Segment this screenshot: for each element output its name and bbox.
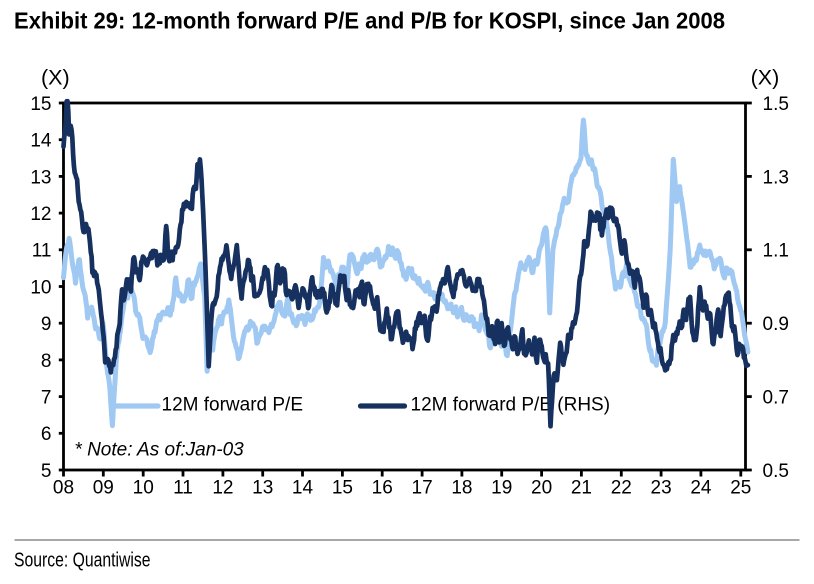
- svg-text:0.5: 0.5: [763, 461, 789, 482]
- svg-text:(X): (X): [751, 66, 780, 90]
- svg-text:10: 10: [133, 477, 154, 498]
- svg-text:Exhibit 29: 12-month forward P: Exhibit 29: 12-month forward P/E and P/B…: [14, 8, 725, 34]
- svg-text:6: 6: [41, 424, 52, 445]
- svg-text:24: 24: [690, 477, 712, 498]
- svg-text:16: 16: [372, 477, 393, 498]
- svg-text:09: 09: [93, 477, 114, 498]
- svg-text:22: 22: [611, 477, 632, 498]
- svg-text:20: 20: [531, 477, 552, 498]
- svg-text:12: 12: [30, 204, 51, 225]
- svg-text:0.7: 0.7: [763, 388, 789, 409]
- svg-text:14: 14: [292, 477, 314, 498]
- svg-text:Source: Quantiwise: Source: Quantiwise: [14, 550, 151, 572]
- svg-text:13: 13: [30, 167, 51, 188]
- svg-text:0.9: 0.9: [763, 314, 789, 335]
- svg-text:18: 18: [451, 477, 472, 498]
- svg-text:* Note: As of:Jan-03: * Note: As of:Jan-03: [74, 440, 244, 461]
- svg-text:5: 5: [41, 461, 52, 482]
- svg-text:21: 21: [571, 477, 592, 498]
- svg-text:15: 15: [332, 477, 353, 498]
- svg-text:13: 13: [252, 477, 273, 498]
- svg-text:7: 7: [41, 388, 52, 409]
- svg-text:15: 15: [30, 94, 51, 115]
- svg-text:12M forward P/E: 12M forward P/E: [162, 395, 304, 416]
- svg-text:9: 9: [41, 314, 52, 335]
- svg-text:25: 25: [730, 477, 751, 498]
- svg-text:1.3: 1.3: [763, 167, 789, 188]
- svg-text:12M forward P/B (RHS): 12M forward P/B (RHS): [411, 395, 611, 416]
- svg-text:(X): (X): [41, 66, 70, 90]
- svg-text:8: 8: [41, 351, 52, 372]
- svg-text:17: 17: [412, 477, 433, 498]
- svg-text:11: 11: [173, 477, 193, 498]
- svg-text:1.5: 1.5: [763, 94, 789, 115]
- svg-text:08: 08: [53, 477, 74, 498]
- svg-text:12: 12: [212, 477, 233, 498]
- svg-text:14: 14: [30, 131, 52, 152]
- svg-text:19: 19: [491, 477, 512, 498]
- svg-text:11: 11: [32, 241, 52, 262]
- svg-text:10: 10: [30, 277, 51, 298]
- svg-text:23: 23: [651, 477, 672, 498]
- svg-text:1.1: 1.1: [763, 241, 789, 262]
